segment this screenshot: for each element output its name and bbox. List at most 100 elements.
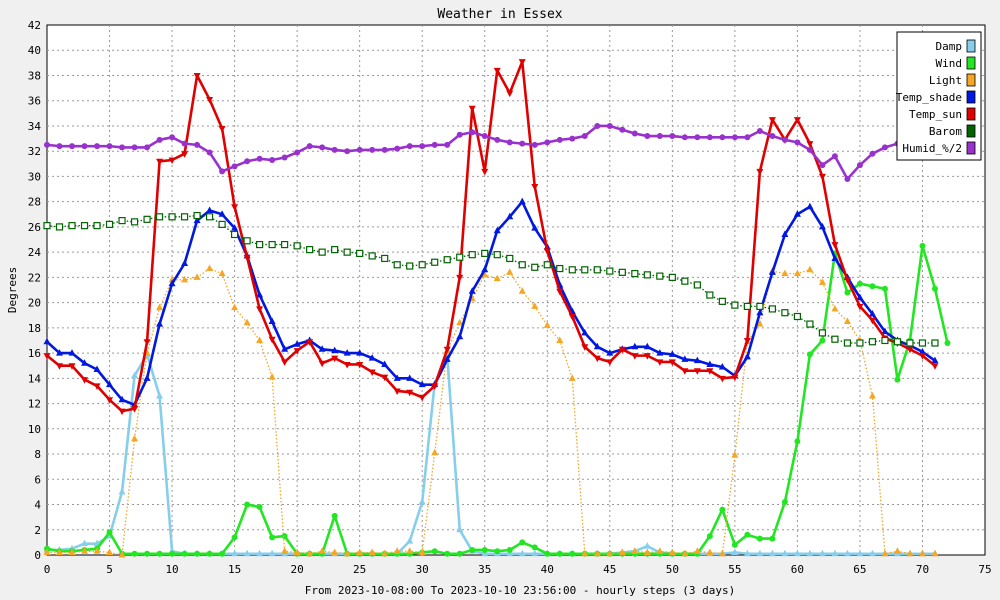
data-point-light <box>931 549 939 557</box>
data-point-barom <box>43 222 51 230</box>
data-point-wind <box>144 550 151 557</box>
series-barom <box>43 211 939 347</box>
data-point-humid-2 <box>856 162 863 169</box>
data-point-temp-shade <box>206 206 214 213</box>
data-point-damp <box>256 549 264 557</box>
data-point-humid-2 <box>319 144 326 151</box>
y-tick-label: 2 <box>34 524 41 537</box>
data-point-humid-2 <box>656 133 663 140</box>
data-point-barom <box>506 254 514 263</box>
data-point-barom <box>118 216 126 225</box>
data-point-light <box>556 336 564 343</box>
data-point-temp-sun <box>93 383 101 390</box>
data-point-light <box>681 549 689 557</box>
data-point-humid-2 <box>69 143 76 150</box>
data-point-temp-shade <box>231 224 239 231</box>
y-tick-label: 16 <box>28 347 41 360</box>
data-point-temp-sun <box>293 348 301 355</box>
data-point-damp <box>768 549 776 557</box>
data-point-barom <box>631 269 639 278</box>
data-point-wind <box>819 337 826 344</box>
data-point-barom <box>668 273 676 281</box>
data-point-temp-sun <box>193 72 201 80</box>
data-point-damp <box>418 498 426 505</box>
data-point-temp-shade <box>831 254 839 261</box>
data-point-damp <box>793 549 801 557</box>
data-point-barom <box>556 264 564 273</box>
data-point-temp-sun <box>606 359 614 366</box>
data-point-temp-sun <box>231 204 239 211</box>
data-point-temp-sun <box>143 339 151 346</box>
data-point-humid-2 <box>194 141 201 148</box>
y-tick-label: 10 <box>28 423 41 436</box>
data-point-humid-2 <box>744 134 751 141</box>
data-point-temp-shade <box>268 317 276 325</box>
data-point-humid-2 <box>669 133 676 140</box>
y-tick-label: 28 <box>28 196 41 209</box>
data-point-light <box>156 303 164 311</box>
data-point-temp-shade <box>356 349 364 356</box>
data-point-humid-2 <box>569 135 576 142</box>
data-point-temp-shade <box>343 349 351 356</box>
data-point-wind <box>494 548 501 555</box>
data-point-temp-shade <box>406 374 414 381</box>
data-point-light <box>456 318 464 326</box>
data-point-damp <box>131 371 139 379</box>
data-point-humid-2 <box>44 141 50 148</box>
data-point-barom <box>193 211 201 220</box>
legend-label: Humid_%/2 <box>902 142 962 155</box>
data-point-light <box>293 548 301 555</box>
y-tick-label: 12 <box>28 398 41 411</box>
data-point-light <box>668 548 676 555</box>
data-point-temp-sun <box>568 314 576 321</box>
data-point-temp-sun <box>106 397 114 404</box>
data-point-humid-2 <box>431 141 438 148</box>
data-point-light <box>131 434 139 442</box>
data-point-temp-shade <box>481 265 489 273</box>
x-tick-label: 60 <box>791 563 804 576</box>
data-point-humid-2 <box>481 133 488 140</box>
data-point-humid-2 <box>444 141 451 148</box>
data-point-barom <box>468 251 476 259</box>
x-axis-label: From 2023-10-08:00 To 2023-10-10 23:56:0… <box>305 584 735 597</box>
data-point-barom <box>856 339 864 347</box>
data-point-humid-2 <box>731 134 738 141</box>
data-point-damp <box>243 549 251 557</box>
data-point-temp-sun <box>156 158 164 166</box>
x-tick-label: 50 <box>666 563 679 576</box>
data-point-temp-sun <box>368 369 376 377</box>
data-point-wind <box>844 289 851 296</box>
data-point-temp-sun <box>856 303 864 311</box>
data-point-humid-2 <box>344 148 351 155</box>
data-point-temp-shade <box>456 332 464 340</box>
data-point-humid-2 <box>719 134 726 141</box>
data-point-light <box>868 392 876 399</box>
legend-swatch <box>966 107 976 121</box>
data-point-light <box>81 547 89 554</box>
data-point-wind <box>169 550 176 557</box>
data-point-temp-shade <box>881 327 889 335</box>
data-point-temp-shade <box>756 308 764 316</box>
data-point-damp <box>856 549 864 557</box>
data-point-light <box>331 548 339 555</box>
data-point-wind <box>206 550 213 557</box>
data-point-barom <box>393 261 401 269</box>
data-point-wind <box>869 283 876 290</box>
data-point-damp <box>406 537 414 544</box>
data-point-barom <box>768 305 776 313</box>
data-point-damp <box>506 549 514 557</box>
data-point-damp <box>818 549 826 557</box>
data-point-temp-sun <box>643 353 651 360</box>
data-point-wind <box>281 533 288 540</box>
data-point-wind <box>856 280 863 287</box>
data-point-wind <box>944 340 951 346</box>
data-point-light <box>106 548 114 555</box>
data-point-temp-shade <box>918 347 926 355</box>
data-point-temp-sun <box>793 117 801 124</box>
data-point-temp-sun <box>768 117 776 124</box>
data-point-wind <box>806 351 813 358</box>
x-tick-label: 15 <box>228 563 241 576</box>
data-point-damp <box>456 525 464 533</box>
data-point-temp-sun <box>906 346 914 354</box>
data-point-humid-2 <box>519 140 526 147</box>
